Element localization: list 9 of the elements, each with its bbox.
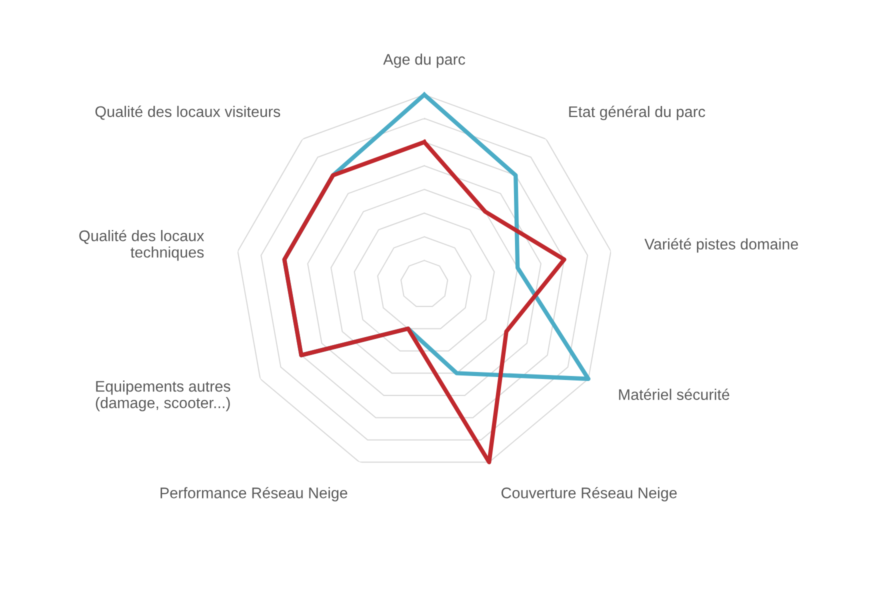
spoke-label: Qualité des locaux visiteurs	[95, 106, 280, 120]
spoke-label: Equipements autres (damage, scooter...)	[96, 380, 230, 412]
spoke-label: Age du parc	[383, 54, 466, 68]
spoke-label: Couverture Réseau Neige	[502, 486, 677, 502]
spoke-label: Matériel sécurité	[619, 388, 730, 400]
spoke-label: Qualité des locaux techniques	[79, 230, 204, 261]
spoke-label: Performance Réseau Neige	[160, 486, 348, 502]
spoke-label: Etat général du parc	[569, 106, 706, 120]
spoke-label: Variété pistes domaine	[644, 238, 798, 253]
